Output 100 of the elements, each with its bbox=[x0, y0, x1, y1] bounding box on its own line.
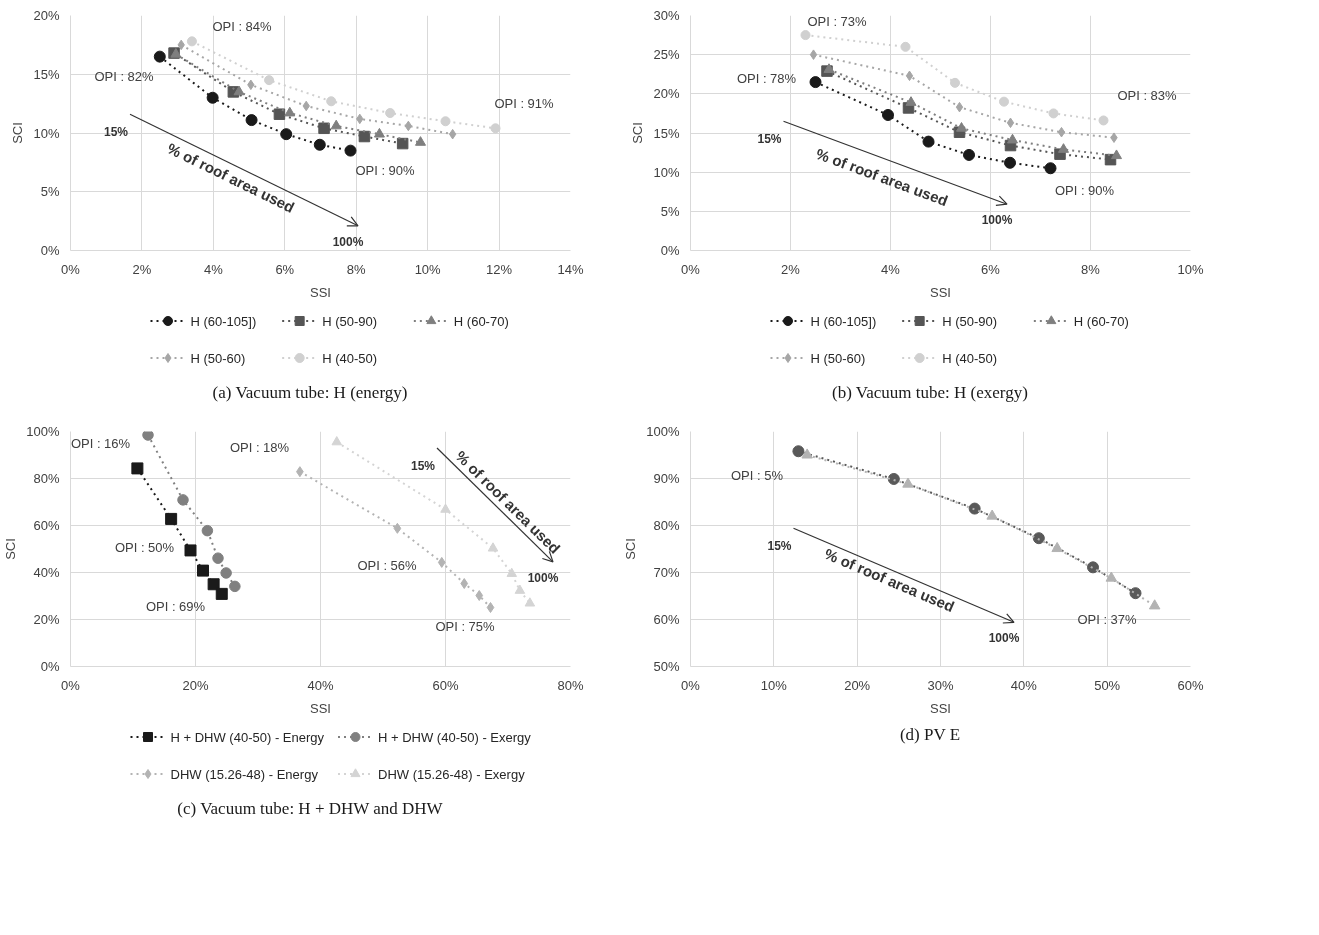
annotation: 100% bbox=[527, 570, 559, 585]
x-axis-title: SSI bbox=[930, 700, 951, 716]
annotation: 15% bbox=[757, 132, 782, 147]
y-tick-label: 90% bbox=[653, 471, 680, 486]
x-tick-label: 40% bbox=[1010, 677, 1038, 693]
y-tick-label: 15% bbox=[653, 125, 680, 141]
text: (d) PV E bbox=[899, 724, 961, 746]
legend-label: H + DHW (40-50) - Energy bbox=[170, 729, 325, 745]
text: (c) Vacuum tube: H + DHW and DHW bbox=[177, 798, 443, 820]
legend-label: DHW (15.26-48) - Exergy bbox=[378, 766, 526, 782]
annotation: OPI : 50% bbox=[114, 540, 175, 556]
x-tick-label: 8% bbox=[1081, 261, 1101, 277]
x-tick-label: 10% bbox=[414, 261, 442, 277]
x-tick-label: 80% bbox=[557, 677, 584, 693]
annotation: OPI : 56% bbox=[357, 557, 418, 573]
annotation: OPI : 73% bbox=[807, 13, 868, 29]
annotation: OPI : 78% bbox=[736, 71, 797, 87]
x-tick-label: 8% bbox=[346, 261, 367, 277]
x-axis-title: SSI bbox=[310, 700, 331, 716]
x-tick-label: 0% bbox=[61, 261, 81, 277]
legend-label: H (40-50) bbox=[942, 350, 998, 366]
annotation: OPI : 18% bbox=[229, 440, 290, 456]
y-tick-label: 60% bbox=[33, 518, 60, 533]
legend-label: H + DHW (40-50) - Exergy bbox=[378, 729, 532, 745]
y-tick-label: 0% bbox=[40, 243, 60, 258]
x-tick-label: 12% bbox=[486, 261, 513, 277]
y-tick-label: 10% bbox=[33, 125, 60, 141]
annotation: 15% bbox=[410, 458, 436, 473]
annotation: OPI : 83% bbox=[1117, 87, 1178, 103]
legend-label: H (60-105]) bbox=[190, 313, 257, 329]
annotation: OPI : 69% bbox=[145, 598, 206, 614]
text: (b) Vacuum tube: H (exergy) bbox=[832, 382, 1028, 404]
x-tick-label: 6% bbox=[275, 261, 295, 277]
y-axis-title: SCI bbox=[3, 538, 19, 560]
y-axis-title: SCI bbox=[623, 538, 639, 560]
x-tick-label: 50% bbox=[1094, 677, 1121, 693]
x-tick-label: 0% bbox=[61, 677, 81, 693]
y-tick-label: 80% bbox=[653, 518, 680, 533]
x-tick-label: 60% bbox=[432, 677, 459, 693]
x-axis-title: SSI bbox=[310, 284, 331, 300]
annotation: % of roof area used bbox=[813, 144, 951, 210]
y-tick-label: 20% bbox=[33, 612, 60, 627]
annotation: % of roof area used bbox=[822, 544, 957, 616]
annotation: 100% bbox=[981, 213, 1013, 228]
y-tick-label: 40% bbox=[33, 565, 60, 580]
legend-label: H (60-70) bbox=[1073, 313, 1129, 329]
x-tick-label: 40% bbox=[307, 677, 334, 693]
x-tick-label: 2% bbox=[132, 261, 152, 277]
y-tick-label: 20% bbox=[33, 8, 60, 23]
x-tick-label: 14% bbox=[557, 261, 584, 277]
y-tick-label: 60% bbox=[653, 612, 680, 627]
text: (a) Vacuum tube: H (energy) bbox=[212, 382, 408, 404]
y-tick-label: 50% bbox=[653, 659, 680, 674]
annotation: 100% bbox=[988, 631, 1020, 646]
legend-label: H (50-90) bbox=[322, 313, 378, 329]
x-tick-label: 20% bbox=[844, 677, 871, 693]
annotation: OPI : 84% bbox=[212, 18, 273, 34]
annotation: % of roof area used bbox=[164, 139, 298, 216]
y-tick-label: 30% bbox=[653, 8, 680, 23]
annotation: 100% bbox=[332, 234, 364, 249]
legend-label: DHW (15.26-48) - Energy bbox=[170, 766, 319, 782]
y-tick-label: 10% bbox=[653, 164, 680, 180]
y-axis-title: SCI bbox=[630, 122, 646, 144]
annotation: OPI : 82% bbox=[94, 69, 155, 85]
x-tick-label: 4% bbox=[881, 261, 901, 277]
y-tick-label: 0% bbox=[40, 659, 60, 674]
y-axis-title: SCI bbox=[10, 122, 26, 144]
x-tick-label: 20% bbox=[182, 677, 209, 693]
annotation: 15% bbox=[767, 539, 792, 554]
x-tick-label: 6% bbox=[981, 261, 1001, 277]
x-tick-label: 4% bbox=[203, 261, 224, 277]
x-tick-label: 60% bbox=[1177, 677, 1204, 693]
y-tick-label: 0% bbox=[660, 243, 680, 258]
y-tick-label: 100% bbox=[26, 424, 60, 439]
annotation: OPI : 91% bbox=[494, 96, 555, 112]
legend-label: H (60-105]) bbox=[810, 313, 877, 329]
y-tick-label: 15% bbox=[33, 66, 60, 82]
x-tick-label: 10% bbox=[760, 677, 788, 693]
annotation: OPI : 75% bbox=[435, 618, 496, 634]
y-tick-label: 5% bbox=[40, 184, 60, 200]
legend-label: H (60-70) bbox=[453, 313, 509, 329]
annotation: 15% bbox=[103, 125, 129, 140]
legend-label: H (50-60) bbox=[190, 350, 246, 366]
y-tick-label: 20% bbox=[653, 86, 680, 102]
annotation: OPI : 16% bbox=[70, 436, 131, 452]
y-tick-label: 100% bbox=[646, 424, 680, 439]
legend-label: H (50-60) bbox=[810, 350, 866, 366]
x-axis-title: SSI bbox=[930, 284, 951, 300]
annotation: OPI : 90% bbox=[355, 163, 416, 179]
x-tick-label: 0% bbox=[681, 261, 701, 277]
y-tick-label: 80% bbox=[33, 471, 60, 486]
y-tick-label: 70% bbox=[653, 565, 680, 580]
annotation: OPI : 37% bbox=[1077, 612, 1138, 627]
x-tick-label: 2% bbox=[781, 261, 801, 277]
x-tick-label: 30% bbox=[927, 677, 954, 693]
legend-label: H (50-90) bbox=[942, 313, 998, 329]
x-tick-label: 10% bbox=[1177, 261, 1204, 277]
legend-label: H (40-50) bbox=[322, 350, 378, 366]
annotation: OPI : 90% bbox=[1054, 182, 1115, 198]
x-tick-label: 0% bbox=[681, 677, 701, 693]
